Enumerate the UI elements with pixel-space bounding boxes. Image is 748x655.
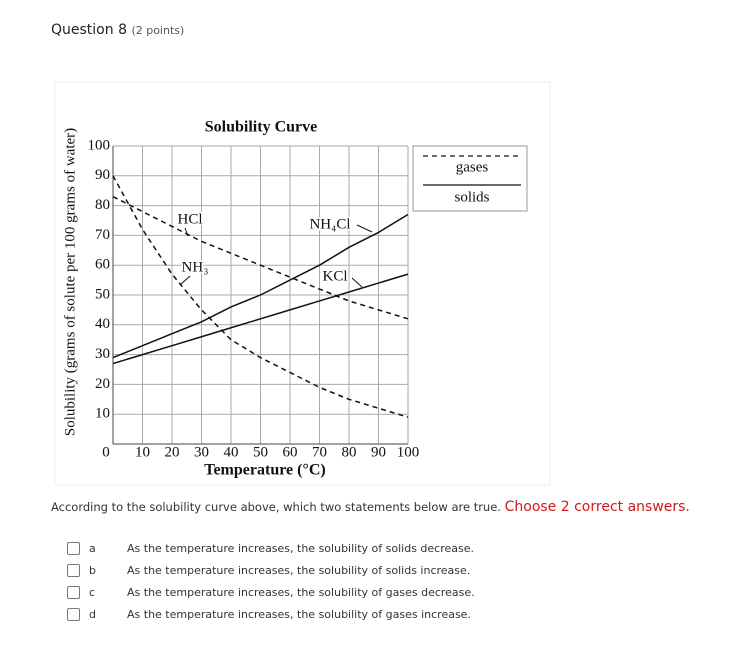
x-tick-label: 0 xyxy=(102,444,110,460)
series-label-leader xyxy=(356,224,373,233)
option-text: As the temperature increases, the solubi… xyxy=(127,608,471,621)
series-label: KCl xyxy=(322,268,347,284)
series-line xyxy=(112,175,409,418)
series-label-leader xyxy=(351,277,363,288)
y-tick-label: 100 xyxy=(88,137,111,153)
checkbox[interactable] xyxy=(67,564,80,577)
x-tick-label: 10 xyxy=(135,444,150,460)
x-tick-label: 50 xyxy=(253,444,268,460)
option[interactable]: d As the temperature increases, the solub… xyxy=(67,608,471,621)
checkbox[interactable] xyxy=(67,586,80,599)
option[interactable]: b As the temperature increases, the solub… xyxy=(67,564,470,577)
checkbox[interactable] xyxy=(67,608,80,621)
x-tick-label: 90 xyxy=(371,444,386,460)
y-tick-label: 10 xyxy=(95,406,110,422)
series-label-leader xyxy=(179,275,191,286)
y-tick-label: 80 xyxy=(95,197,110,213)
y-tick-label: 20 xyxy=(95,376,110,392)
y-tick-label: 90 xyxy=(95,167,110,183)
series-label-leader xyxy=(184,227,189,237)
option-text: As the temperature increases, the solubi… xyxy=(127,542,474,555)
y-tick-label: 30 xyxy=(95,346,110,362)
series-label: HCl xyxy=(177,211,202,227)
prompt: According to the solubility curve above,… xyxy=(51,499,690,515)
option-letter: c xyxy=(89,586,96,599)
option-letter: b xyxy=(89,564,96,577)
x-tick-label: 20 xyxy=(165,444,180,460)
x-tick-label: 30 xyxy=(194,444,209,460)
x-tick-label: 80 xyxy=(342,444,357,460)
y-tick-label: 40 xyxy=(95,316,110,332)
question-title: Question 8 xyxy=(51,22,127,38)
y-tick-label: 50 xyxy=(95,286,110,302)
chart-frame xyxy=(54,81,551,486)
y-axis-label: Solubility (grams of solute per 100 gram… xyxy=(62,128,78,436)
option-text: As the temperature increases, the solubi… xyxy=(127,586,475,599)
chart: Solubility Curve Temperature (°C) Solubi… xyxy=(54,81,551,486)
option[interactable]: c As the temperature increases, the solub… xyxy=(67,586,475,599)
y-tick-label: 60 xyxy=(95,257,110,273)
x-tick-label: 100 xyxy=(397,444,420,460)
series-line xyxy=(112,195,409,320)
chart-title: Solubility Curve xyxy=(205,119,317,136)
checkbox[interactable] xyxy=(67,542,80,555)
series-line xyxy=(112,273,409,365)
question-header: Question 8 (2 points) xyxy=(51,22,184,38)
legend-label: solids xyxy=(454,189,489,205)
x-axis-label: Temperature (°C) xyxy=(204,462,325,479)
series-line xyxy=(112,213,409,359)
series-label: NH₃ xyxy=(182,259,209,275)
option[interactable]: a As the temperature increases, the solub… xyxy=(67,542,474,555)
option-text: As the temperature increases, the solubi… xyxy=(127,564,471,577)
x-tick-label: 60 xyxy=(283,444,298,460)
legend-label: gases xyxy=(456,159,489,175)
option-letter: a xyxy=(89,542,96,555)
question-points: (2 points) xyxy=(131,24,185,37)
instruction: Choose 2 correct answers. xyxy=(504,499,690,515)
legend-box xyxy=(412,145,528,212)
y-tick-label: 70 xyxy=(95,227,110,243)
x-tick-label: 40 xyxy=(224,444,239,460)
option-letter: d xyxy=(89,608,96,621)
series-label: NH₄Cl xyxy=(309,216,350,232)
x-tick-label: 70 xyxy=(312,444,327,460)
prompt-text: According to the solubility curve above,… xyxy=(51,500,501,514)
